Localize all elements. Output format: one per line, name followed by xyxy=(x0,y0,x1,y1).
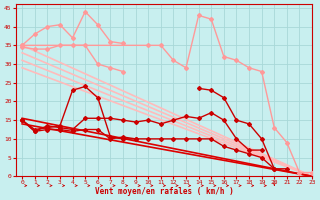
X-axis label: Vent moyen/en rafales ( km/h ): Vent moyen/en rafales ( km/h ) xyxy=(95,187,233,196)
